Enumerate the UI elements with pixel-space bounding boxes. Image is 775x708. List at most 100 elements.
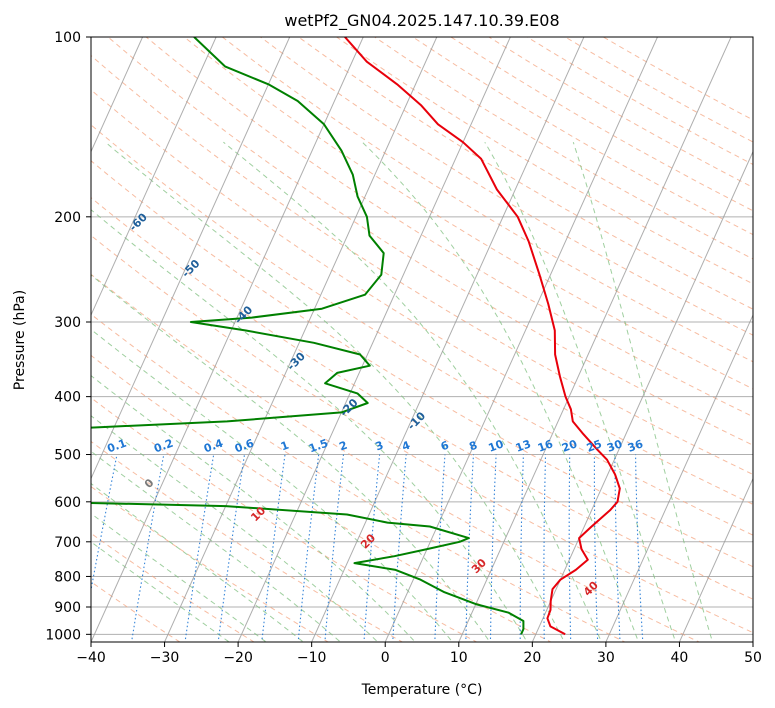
dry-adiabat bbox=[526, 37, 753, 166]
mixing-ratio-line bbox=[363, 454, 381, 642]
x-tick-label: 50 bbox=[744, 650, 762, 666]
x-tick-label: 30 bbox=[597, 650, 615, 666]
mixing-ratio-label: 30 bbox=[605, 437, 624, 455]
x-axis-label: Temperature (°C) bbox=[361, 682, 483, 698]
mixing-ratio-line bbox=[489, 454, 497, 642]
mixing-ratio-label: 6 bbox=[439, 439, 451, 454]
mixing-ratio-line bbox=[519, 454, 524, 642]
mixing-ratio-line bbox=[593, 454, 599, 642]
dry-adiabat-label: 40 bbox=[581, 578, 601, 598]
dry-adiabat bbox=[91, 124, 753, 536]
mixing-ratio-line bbox=[392, 454, 407, 642]
x-tick-label: 20 bbox=[523, 650, 541, 666]
mixing-ratio-line bbox=[543, 454, 547, 642]
mixing-ratio-line bbox=[324, 454, 345, 642]
mixing-ratio-line bbox=[184, 454, 215, 642]
dry-adiabat bbox=[107, 37, 753, 446]
moist-adiabat bbox=[91, 541, 230, 642]
mixing-ratio-line bbox=[614, 454, 621, 642]
background-lines bbox=[0, 37, 753, 642]
dry-adiabat bbox=[91, 581, 181, 642]
x-tick-label: −30 bbox=[150, 650, 180, 666]
y-tick-label: 900 bbox=[54, 600, 81, 616]
mixing-ratio-line bbox=[465, 454, 475, 642]
mixing-ratio-label: 0.2 bbox=[152, 437, 175, 456]
mixing-ratio-label: 10 bbox=[487, 437, 506, 455]
moist-adiabat bbox=[362, 141, 640, 642]
y-axis-label: Pressure (hPa) bbox=[12, 290, 28, 390]
dry-adiabat bbox=[373, 37, 753, 260]
dry-adiabat bbox=[91, 354, 552, 642]
isotherm bbox=[91, 37, 364, 642]
moist-adiabat bbox=[105, 141, 565, 642]
dry-adiabat bbox=[91, 273, 701, 642]
moist-adiabat bbox=[91, 274, 491, 642]
dry-adiabat bbox=[91, 397, 478, 642]
dry-adiabat bbox=[450, 37, 753, 212]
plot-frame bbox=[90, 36, 754, 643]
y-tick-label: 1000 bbox=[45, 627, 81, 643]
x-tick-label: 40 bbox=[671, 650, 689, 666]
x-tick-label: −20 bbox=[223, 650, 253, 666]
isotherm-label: -20 bbox=[337, 396, 360, 419]
profile-lines bbox=[91, 37, 621, 636]
mixing-ratio-label: 1 bbox=[279, 439, 291, 454]
moist-adiabat bbox=[91, 374, 416, 642]
isotherm bbox=[91, 37, 144, 153]
dry-adiabat bbox=[564, 37, 753, 143]
x-tick-label: 10 bbox=[450, 650, 468, 666]
isotherm bbox=[678, 477, 753, 642]
y-tick-label: 200 bbox=[54, 210, 81, 226]
chart-title: wetPf2_GN04.2025.147.10.39.E08 bbox=[284, 11, 559, 31]
dry-adiabat bbox=[183, 37, 753, 390]
mixing-ratio-label: 2 bbox=[337, 439, 349, 454]
y-tick-label: 500 bbox=[54, 448, 81, 464]
mixing-ratio-line bbox=[635, 454, 644, 642]
mixing-ratio-label: 0.4 bbox=[202, 436, 225, 455]
mixing-ratio-line bbox=[261, 454, 286, 642]
isotherm bbox=[91, 37, 217, 317]
moist-adiabat bbox=[223, 141, 603, 642]
x-tick-label: 0 bbox=[381, 650, 390, 666]
mixing-ratio-label: 3 bbox=[374, 439, 386, 454]
isotherm bbox=[237, 37, 511, 642]
moist-adiabat bbox=[91, 482, 304, 642]
line-labels: 0.1 0.2 0.4 0.6 1 1.5 2 3 4 6 8 10 13 16 20 25 30 36-60-5… bbox=[105, 210, 645, 598]
dewpoint-line bbox=[91, 37, 385, 429]
y-tick-label: 100 bbox=[54, 30, 81, 46]
dry-adiabat bbox=[91, 313, 626, 642]
mixing-ratio-line bbox=[568, 454, 572, 642]
mixing-ratio-line bbox=[217, 454, 246, 642]
mixing-ratio-label: 4 bbox=[400, 439, 412, 454]
mixing-ratio-label: 16 bbox=[536, 437, 555, 455]
axes: −40 −30 −20 −10 0 10 20 30 40 5010020030040050060… bbox=[45, 30, 762, 666]
isotherm-label: -30 bbox=[285, 350, 308, 373]
y-tick-label: 300 bbox=[54, 315, 81, 331]
dry-adiabat bbox=[221, 37, 753, 363]
y-tick-label: 800 bbox=[54, 569, 81, 585]
mixing-ratio-label: 36 bbox=[626, 437, 645, 455]
dry-adiabat bbox=[91, 440, 404, 642]
dry-adiabat bbox=[335, 37, 753, 285]
moist-adiabat bbox=[91, 209, 528, 642]
mixing-ratio-label: 1.5 bbox=[307, 437, 330, 456]
mixing-ratio-line bbox=[130, 454, 165, 642]
dry-adiabat bbox=[297, 37, 753, 310]
dry-adiabat bbox=[91, 485, 330, 642]
dry-adiabat bbox=[145, 37, 753, 418]
y-tick-label: 700 bbox=[54, 535, 81, 551]
moist-adiabat bbox=[572, 142, 714, 642]
mixing-ratio-label: 13 bbox=[514, 437, 533, 454]
dry-adiabat bbox=[91, 89, 753, 505]
temperature-line bbox=[344, 37, 621, 636]
isotherm bbox=[0, 37, 69, 642]
mixing-ratio-label: 8 bbox=[467, 439, 479, 454]
dry-adiabat bbox=[602, 37, 753, 121]
isotherm-label: -60 bbox=[127, 210, 150, 233]
dry-adiabat bbox=[91, 160, 753, 568]
dry-adiabat bbox=[91, 234, 753, 634]
mixing-ratio-line bbox=[297, 454, 320, 642]
isotherm bbox=[311, 37, 585, 642]
isotherm bbox=[752, 640, 753, 642]
